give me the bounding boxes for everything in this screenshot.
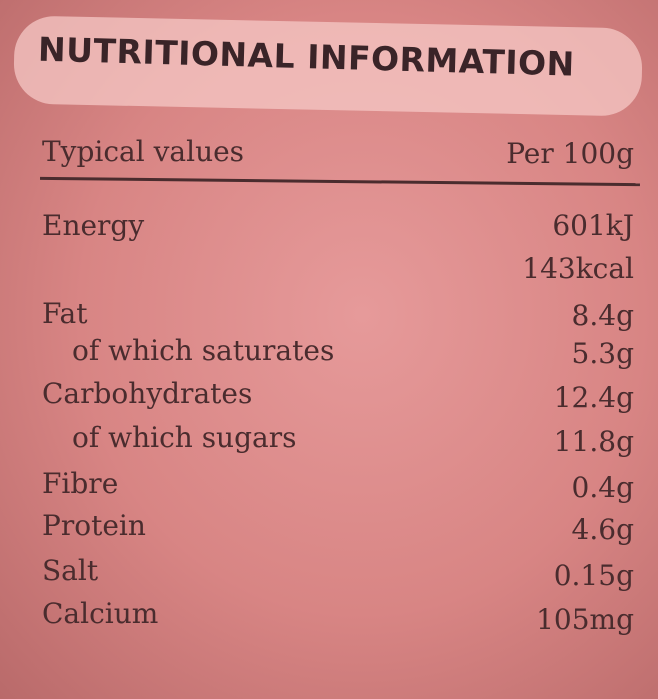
divider: [40, 176, 640, 187]
row-label: Fat: [42, 297, 88, 330]
row-label: of which sugars: [72, 421, 297, 454]
row-label: Fibre: [42, 467, 119, 500]
row-value: 5.3g: [571, 337, 634, 370]
row-value: 0.4g: [571, 471, 634, 504]
row-label: of which saturates: [72, 334, 335, 367]
row-label: Carbohydrates: [42, 377, 253, 410]
row-value: 0.15g: [553, 559, 634, 592]
row-label: Energy: [42, 209, 145, 242]
row-value: 4.6g: [571, 513, 634, 546]
row-value: 11.8g: [553, 425, 634, 458]
column-header: Per 100g: [506, 137, 634, 170]
row-value: 12.4g: [553, 381, 634, 414]
row-value: 601kJ: [552, 209, 634, 242]
row-value: 143kcal: [522, 252, 634, 285]
row-label: Protein: [42, 509, 146, 542]
row-label: Salt: [42, 554, 99, 587]
row-value: 8.4g: [571, 299, 634, 332]
row-label: Calcium: [42, 597, 159, 630]
row-value: 105mg: [536, 603, 634, 636]
column-header: Typical values: [42, 135, 245, 168]
